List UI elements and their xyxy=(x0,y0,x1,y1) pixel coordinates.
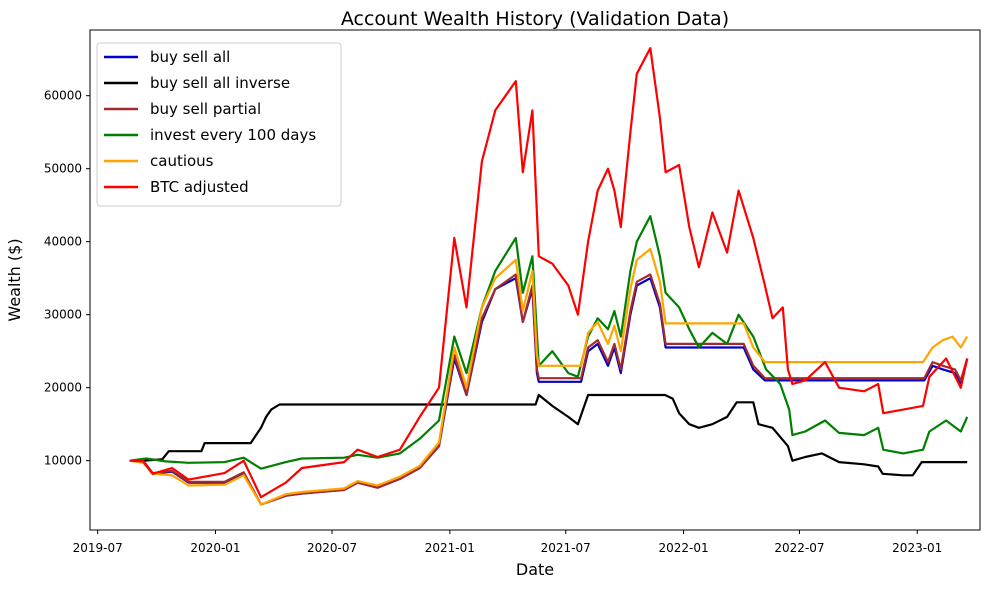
legend-label: BTC adjusted xyxy=(150,178,249,196)
legend-label: buy sell partial xyxy=(150,100,261,118)
series-line-btc-adjusted xyxy=(129,47,969,499)
x-tick-label: 2023-01 xyxy=(892,541,942,555)
y-tick-label: 50000 xyxy=(44,162,82,176)
series-line-invest-every-100-days xyxy=(129,215,969,470)
y-tick-label: 10000 xyxy=(44,454,82,468)
x-axis: 2019-07 2020-01 2020-07 2021-01 2021-07 2022-… xyxy=(73,530,942,555)
series-line-buy-sell-all-inverse xyxy=(129,393,968,477)
legend-label: invest every 100 days xyxy=(150,126,316,144)
x-axis-title: Date xyxy=(516,560,554,579)
x-tick-label: 2020-01 xyxy=(190,541,240,555)
y-tick-label: 20000 xyxy=(44,381,82,395)
series-line-cautious xyxy=(129,247,969,506)
y-tick-label: 30000 xyxy=(44,308,82,322)
legend: buy sell all buy sell all inverse buy sell… xyxy=(96,42,342,207)
x-tick-label: 2020-07 xyxy=(307,541,357,555)
y-axis: 10000 20000 30000 40000 50000 60000 xyxy=(44,89,90,468)
x-tick-label: 2022-01 xyxy=(658,541,708,555)
x-tick-label: 2019-07 xyxy=(73,541,123,555)
x-tick-label: 2021-07 xyxy=(541,541,591,555)
legend-label: buy sell all xyxy=(150,48,230,66)
legend-label: buy sell all inverse xyxy=(150,74,290,92)
x-tick-label: 2022-07 xyxy=(774,541,824,555)
y-axis-title: Wealth ($) xyxy=(5,238,24,321)
series-layer xyxy=(129,47,969,506)
plot-area-frame xyxy=(89,29,981,531)
x-tick-label: 2021-01 xyxy=(425,541,475,555)
legend-label: cautious xyxy=(150,152,214,170)
y-tick-label: 40000 xyxy=(44,235,82,249)
legend-box xyxy=(96,42,342,207)
chart-title: Account Wealth History (Validation Data) xyxy=(341,8,729,30)
y-tick-label: 60000 xyxy=(44,89,82,103)
